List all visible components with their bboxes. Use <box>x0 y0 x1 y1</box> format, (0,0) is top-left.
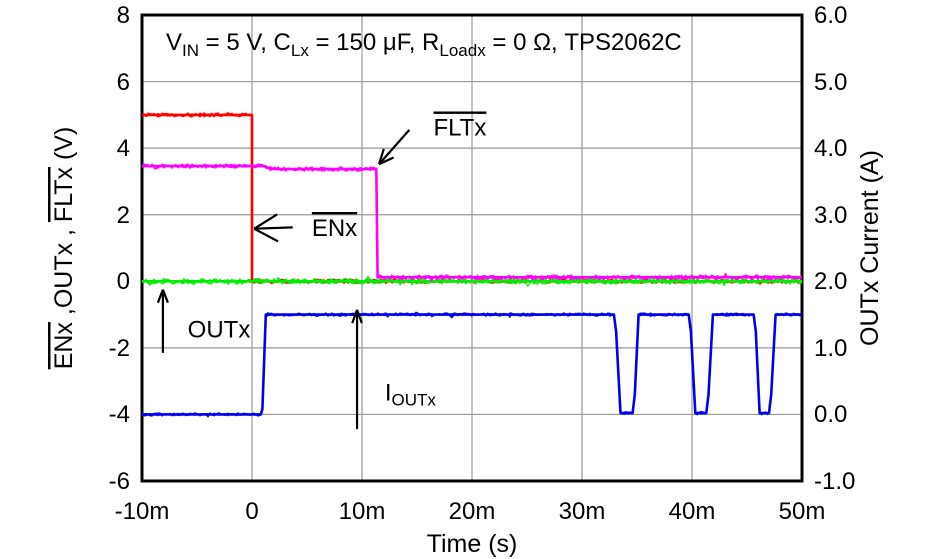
annotation-ioutx: IOUTx <box>351 309 437 430</box>
y-left-tick: 6 <box>117 69 130 96</box>
trace-IOUTx <box>141 311 803 418</box>
gridlines <box>142 15 802 481</box>
annotation-label-ioutx: IOUTx <box>385 379 437 409</box>
y-left-tick: -6 <box>109 468 130 495</box>
y-right-tick: 3.0 <box>814 202 847 229</box>
chart-title: VIN = 5 V, CLx = 150 μF, RLoadx = 0 Ω, T… <box>166 29 682 60</box>
y-right-tick: 2.0 <box>814 268 847 295</box>
y-left-tick: 2 <box>117 202 130 229</box>
x-tick: 40m <box>669 498 716 525</box>
x-tick: 30m <box>559 498 606 525</box>
y-left-tick: -4 <box>109 401 130 428</box>
annotations: OUTx ENx FLTx IOUTx <box>156 114 486 430</box>
annotation-label-outx: OUTx <box>188 316 251 343</box>
plot-frame <box>140 13 804 483</box>
x-tick: 10m <box>339 498 386 525</box>
y-left-tick: 8 <box>117 2 130 29</box>
y-axis-left-ticks: 8 6 4 2 0 -2 -4 -6 <box>109 2 130 495</box>
y-right-tick: 1.0 <box>814 335 847 362</box>
y-right-tick: -1.0 <box>814 468 855 495</box>
trace-FLTx <box>141 163 803 282</box>
y-axis-right-title: OUTx Current (A) <box>856 150 884 346</box>
annotation-label-enx: ENx <box>312 215 357 242</box>
annotation-outx: OUTx <box>156 289 251 353</box>
trace-OUTx <box>141 275 803 287</box>
x-tick: 50m <box>779 498 826 525</box>
annotation-label-fltx: FLTx <box>433 114 486 141</box>
annotation-fltx: FLTx <box>378 114 486 166</box>
x-tick: 20m <box>449 498 496 525</box>
y-right-tick: 0.0 <box>814 401 847 428</box>
x-tick: -10m <box>115 498 170 525</box>
x-axis-ticks: -10m 0 10m 20m 30m 40m 50m <box>115 498 826 525</box>
y-right-tick: 5.0 <box>814 69 847 96</box>
y-left-tick: 0 <box>117 268 130 295</box>
y-axis-left-title: ENx ,OUTx , FLTx (V) <box>50 127 78 370</box>
y-right-tick: 6.0 <box>814 2 847 29</box>
y-axis-right-ticks: 6.0 5.0 4.0 3.0 2.0 1.0 0.0 -1.0 <box>814 2 855 495</box>
y-left-tick: 4 <box>117 135 130 162</box>
waveform-traces <box>141 112 803 418</box>
annotation-enx: ENx <box>253 213 357 243</box>
x-axis-title: Time (s) <box>427 530 518 558</box>
x-tick: 0 <box>245 498 258 525</box>
y-left-tick: -2 <box>109 335 130 362</box>
y-right-tick: 4.0 <box>814 135 847 162</box>
